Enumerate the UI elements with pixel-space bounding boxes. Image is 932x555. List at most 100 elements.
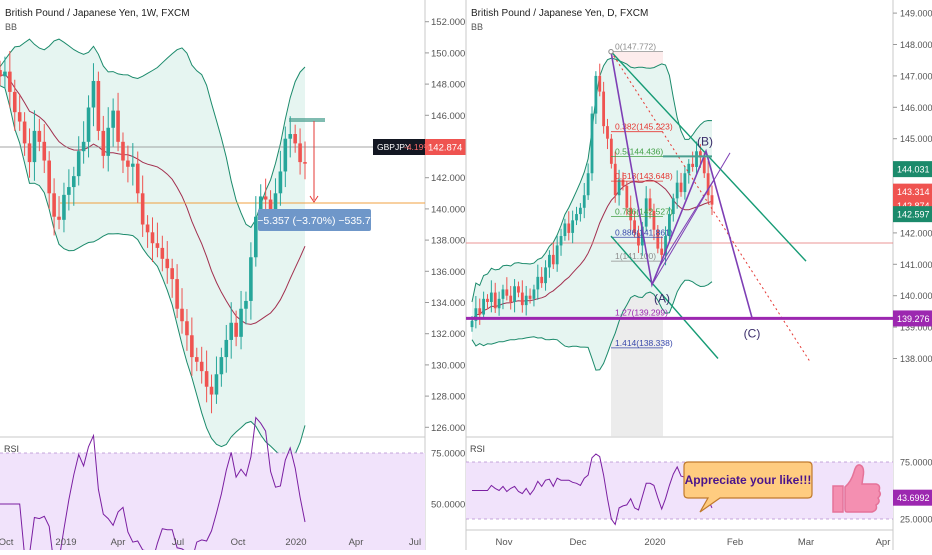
- right-price-tag-text: 139.276: [897, 314, 930, 324]
- left-rsi-band: [0, 453, 425, 555]
- right-price-tag-text: 142.874: [897, 201, 930, 211]
- left-candle: [263, 196, 268, 200]
- right-candle: [637, 232, 640, 246]
- right-candle: [687, 163, 691, 174]
- right-basis-line: [471, 179, 713, 322]
- right-price-tag[interactable]: [893, 161, 932, 178]
- right-drawings[interactable]: (A) (B) (C): [466, 48, 893, 362]
- left-change-pct: -4.19%: [404, 142, 431, 152]
- left-candle: [273, 193, 278, 213]
- left-candle: [27, 143, 32, 163]
- left-candle: [219, 357, 224, 375]
- left-candle: [145, 224, 150, 233]
- right-candle: [621, 179, 625, 186]
- wave-trend-line-2[interactable]: [657, 179, 715, 270]
- right-candle: [652, 210, 656, 230]
- right-candle: [478, 308, 482, 315]
- right-time-label: Nov: [496, 537, 513, 548]
- left-candle: [214, 374, 219, 395]
- right-candle: [524, 295, 528, 306]
- right-candle: [590, 113, 594, 174]
- left-candle: [254, 216, 258, 258]
- left-candle: [3, 71, 7, 77]
- right-candle: [505, 289, 509, 296]
- right-candle: [563, 223, 567, 237]
- right-price-tick: 147.000: [900, 71, 932, 81]
- right-price-tag[interactable]: [893, 183, 932, 200]
- right-candle: [625, 185, 629, 208]
- projection-dotted-line[interactable]: [610, 51, 811, 362]
- right-candle: [613, 163, 617, 196]
- fib-level-label: 0.382(145.223): [615, 122, 673, 132]
- right-price-tick: 145.000: [900, 134, 932, 144]
- left-candle: [91, 80, 96, 108]
- right-candle: [517, 286, 520, 293]
- right-rsi-line: [472, 453, 713, 526]
- left-resistance-box[interactable]: [289, 118, 325, 122]
- wave-trend-line-1[interactable]: [651, 152, 731, 285]
- left-measure-box[interactable]: [258, 209, 371, 231]
- left-measure-label: −5.357 (−3.70%) −535.7: [257, 215, 371, 227]
- right-candle: [602, 91, 606, 127]
- appreciate-callout[interactable]: [683, 461, 813, 513]
- left-candle: [37, 130, 42, 142]
- right-candle: [668, 214, 671, 237]
- left-candle: [278, 171, 283, 194]
- appreciate-callout-text: Appreciate your like!!!: [685, 473, 812, 487]
- left-last-price-tag[interactable]: [425, 139, 466, 155]
- left-symbol-name: GBPJPY: [377, 142, 411, 152]
- right-candle: [594, 75, 598, 114]
- right-candle: [582, 195, 586, 208]
- right-candle: [501, 289, 505, 299]
- right-chart-panel: 0(147.772) 0.382(145.223) 0.5(144.436) 0.61…: [465, 0, 932, 550]
- left-candle: [131, 163, 135, 167]
- right-candle: [617, 179, 621, 196]
- left-time-label: Oct: [231, 537, 246, 548]
- right-price-tag[interactable]: [893, 310, 932, 327]
- right-rsi-value-tag[interactable]: [893, 489, 932, 506]
- fib-level-label: 1(141.100): [615, 251, 656, 261]
- right-candle: [559, 236, 563, 246]
- right-price-tick: 142.000: [900, 228, 932, 238]
- right-candle: [598, 75, 602, 92]
- left-price-tick: 132.000: [431, 329, 465, 340]
- right-candle: [691, 163, 695, 167]
- right-price-tag[interactable]: [893, 206, 932, 223]
- left-time-axis[interactable]: Oct 2019 Apr Jul Oct 2020 Apr Jul: [0, 537, 421, 548]
- right-candle: [520, 292, 524, 306]
- left-candle: [0, 70, 2, 77]
- right-candle: [486, 298, 489, 302]
- left-candle: [67, 187, 71, 195]
- channel-lower-line[interactable]: [610, 235, 719, 359]
- right-candle: [555, 245, 559, 265]
- fib-anchor-top[interactable]: [608, 48, 614, 55]
- right-rsi-label: RSI: [470, 444, 485, 454]
- right-candle: [548, 254, 551, 268]
- left-price-tick: 148.000: [431, 80, 465, 91]
- left-symbol-tag[interactable]: [373, 139, 425, 155]
- left-candle: [234, 322, 238, 337]
- fib-level-label: 0(147.772): [615, 42, 656, 52]
- right-indicator-label: BB: [471, 22, 483, 32]
- left-time-label: Apr: [111, 537, 126, 548]
- right-price-tick: 148.000: [900, 40, 932, 50]
- right-time-axis[interactable]: Nov Dec 2020 Feb Mar Apr: [496, 537, 891, 548]
- left-candle: [258, 196, 263, 217]
- right-price-tag-text: 144.031: [897, 165, 930, 175]
- left-indicator-label: BB: [5, 22, 17, 32]
- thumbs-up-icon[interactable]: [832, 464, 882, 513]
- left-candle: [175, 279, 179, 309]
- right-time-label: Dec: [570, 537, 587, 548]
- left-candle: [81, 141, 86, 152]
- left-candle: [150, 232, 155, 244]
- left-candle: [135, 163, 140, 194]
- elliott-wave-line[interactable]: [610, 51, 753, 318]
- right-band-fill: [472, 58, 712, 371]
- left-candle: [12, 91, 17, 113]
- left-candle: [47, 160, 51, 194]
- left-candle: [249, 257, 253, 301]
- right-rsi-tick: 75.0000: [900, 458, 932, 468]
- left-price-axis[interactable]: 152.000150.000148.000146.000144.000142.0…: [425, 17, 466, 434]
